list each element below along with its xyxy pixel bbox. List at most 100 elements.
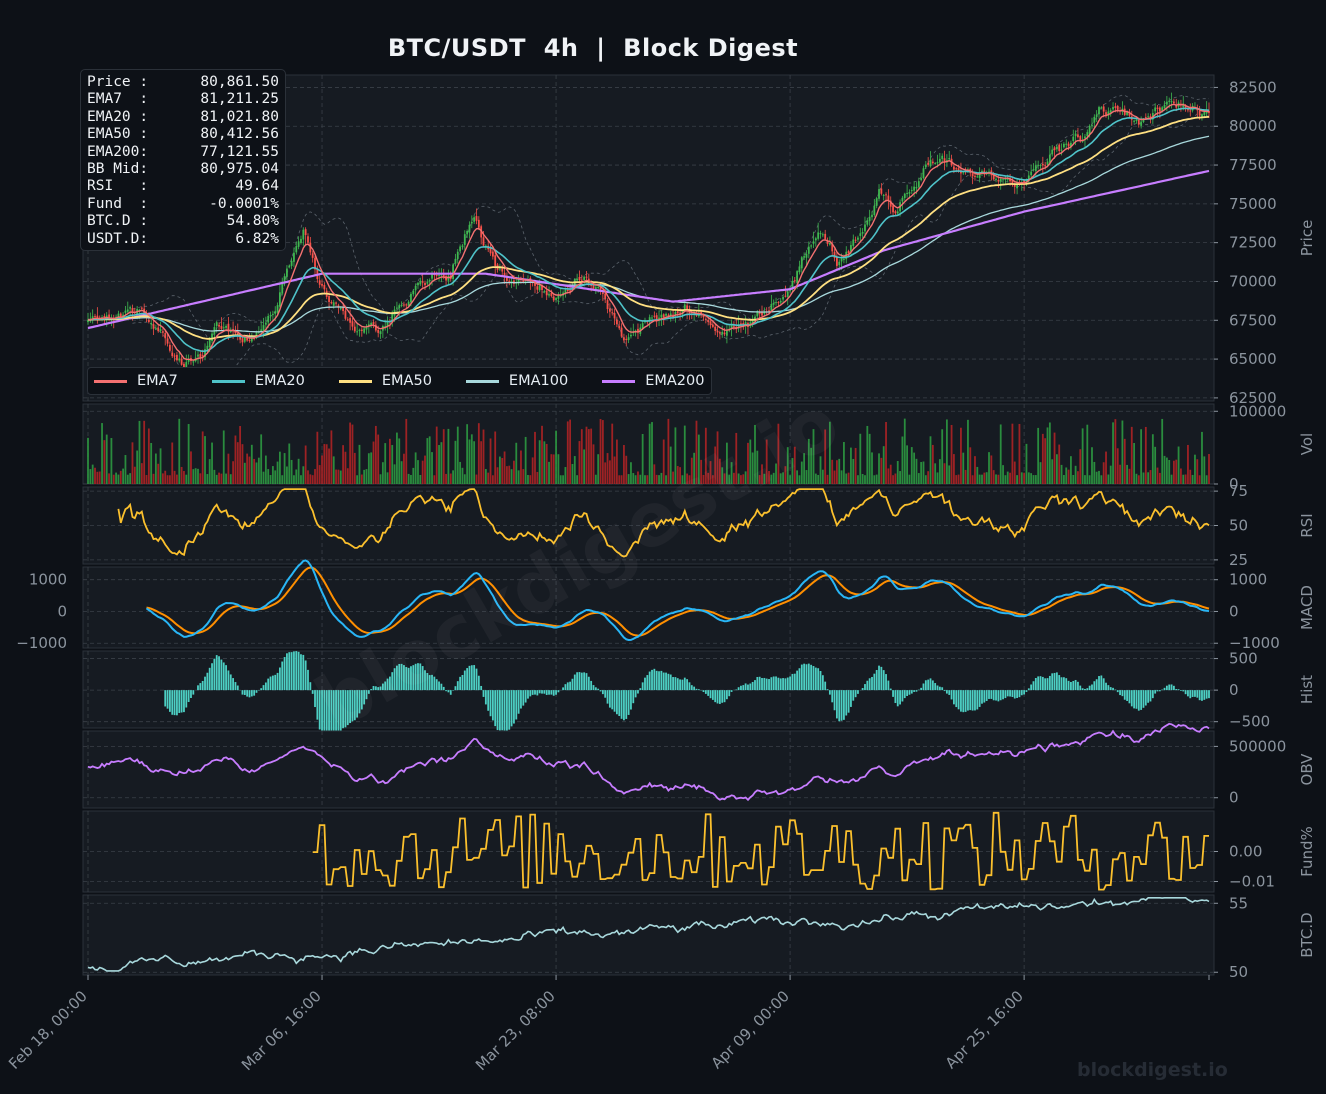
candle-body	[431, 273, 433, 279]
panel-background	[82, 403, 1215, 485]
hist-bar	[1165, 685, 1168, 691]
candle-body	[475, 216, 478, 221]
volume-bar	[215, 474, 218, 484]
volume-bar	[924, 475, 927, 484]
volume-bar	[604, 462, 607, 484]
hist-bar	[454, 686, 457, 691]
candle-body	[94, 315, 96, 317]
hist-bar	[328, 690, 330, 745]
volume-bar	[873, 475, 876, 484]
volume-bar	[105, 434, 108, 484]
volume-bar	[1140, 429, 1143, 484]
hist-bar	[456, 681, 459, 691]
candle-body	[868, 217, 871, 222]
x-tick-label: Mar 23, 08:00	[472, 987, 559, 1074]
candle-body	[903, 193, 906, 199]
hist-bar	[222, 662, 225, 691]
hist-bar	[269, 676, 272, 691]
volume-bar	[89, 469, 92, 484]
candle-body	[147, 319, 150, 323]
volume-bar	[1100, 475, 1103, 484]
candle-body	[222, 327, 225, 329]
volume-bar	[915, 458, 918, 484]
candle-body	[461, 245, 464, 247]
hist-bar	[580, 672, 583, 691]
volume-bar	[1112, 422, 1114, 484]
volume-bar	[1116, 448, 1119, 484]
info-row: RSI : 49.64	[87, 178, 279, 195]
volume-bar	[154, 453, 157, 484]
volume-bar	[1123, 438, 1126, 484]
volume-bar	[964, 469, 967, 484]
btc-dominance-line	[87, 897, 1210, 972]
volume-bar	[978, 474, 981, 484]
hist-bar	[646, 675, 649, 691]
candle-body	[751, 319, 754, 323]
hist-bar	[424, 670, 426, 691]
volume-bar	[241, 444, 244, 484]
hist-bar	[302, 654, 305, 691]
candle-body	[716, 330, 719, 333]
volume-bar	[255, 462, 258, 484]
info-label: EMA50 :	[87, 126, 149, 143]
y-tick-label: 80000	[1229, 117, 1277, 135]
volume-bar	[171, 442, 174, 484]
volume-bar	[910, 447, 913, 484]
volume-bar	[414, 452, 417, 484]
candle-body	[1154, 107, 1157, 112]
volume-bar	[410, 474, 412, 484]
volume-bar	[875, 474, 878, 484]
candle-body	[718, 332, 721, 334]
candle-body	[861, 231, 864, 234]
panel-background	[82, 650, 1215, 729]
candle-body	[569, 290, 572, 292]
volume-bar	[506, 466, 508, 484]
hist-bar	[662, 672, 665, 691]
candle-body	[1133, 120, 1136, 122]
candle-body	[176, 354, 178, 361]
hist-bar	[644, 677, 646, 691]
y-tick-label: 50	[1229, 963, 1248, 981]
hist-bar	[695, 688, 698, 691]
volume-bar	[503, 451, 506, 484]
legend-item-ema7: EMA7	[94, 373, 178, 389]
candle-body	[307, 236, 309, 243]
candle-body	[920, 178, 923, 181]
hist-bar	[1156, 690, 1159, 692]
volume-bar	[843, 442, 845, 484]
volume-bar	[1184, 474, 1187, 484]
volume-bar	[943, 463, 946, 484]
candle-body	[840, 258, 843, 262]
candle-body	[435, 274, 438, 276]
candle-body	[477, 219, 480, 228]
hist-bar	[988, 690, 990, 699]
volume-bar	[1165, 457, 1168, 484]
volume-bar	[690, 457, 693, 484]
candle-body	[859, 233, 862, 236]
hist-bar	[391, 672, 394, 691]
candle-body	[396, 307, 398, 309]
volume-bar	[269, 475, 272, 484]
candle-body	[929, 159, 932, 167]
volume-bar	[405, 418, 408, 484]
hist-bar	[744, 683, 747, 691]
hist-bar	[286, 653, 288, 691]
candle-body	[119, 313, 122, 319]
volume-bar	[770, 474, 773, 484]
hist-bar	[468, 665, 471, 691]
volume-bar	[463, 474, 466, 484]
candle-body	[463, 234, 466, 245]
candle-body	[637, 328, 639, 333]
volume-bar	[983, 472, 986, 484]
candle-body	[1126, 112, 1128, 115]
hist-bar	[714, 690, 717, 703]
candle-body	[321, 283, 323, 286]
hist-bar	[215, 655, 218, 691]
hist-bar	[922, 683, 925, 691]
volume-bar	[470, 434, 473, 484]
candle-body	[169, 344, 171, 351]
candle-body	[459, 246, 462, 252]
volume-bar	[281, 475, 284, 484]
hist-bar	[594, 687, 597, 691]
hist-bar	[807, 663, 810, 691]
